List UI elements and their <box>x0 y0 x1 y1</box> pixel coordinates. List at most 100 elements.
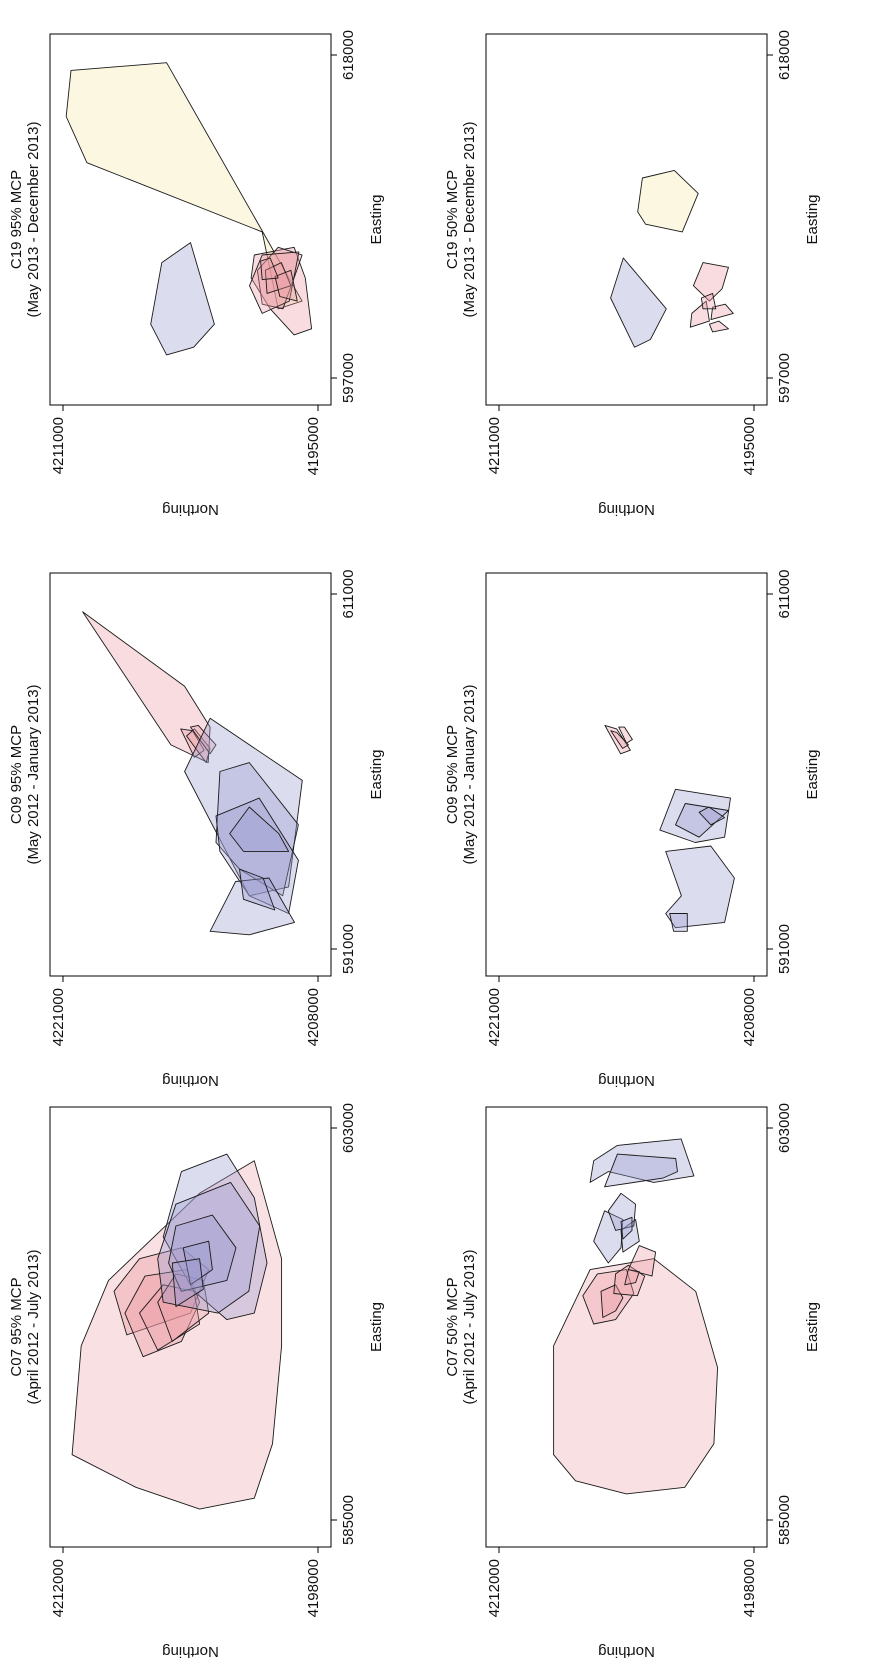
northing-tick-label: 4212000 <box>50 1559 67 1617</box>
mcp-polygon-red <box>610 730 629 749</box>
mcp-polygon-blue <box>229 806 290 852</box>
mcp-panel-1: 585000 603000 4212000 4198000 Easting Northin… <box>8 1103 385 1660</box>
mcp-polygon-blue <box>215 797 299 914</box>
mcp-polygon-red <box>708 320 729 333</box>
mcp-polygon-red <box>157 1273 210 1342</box>
easting-axis-label: Easting <box>804 749 821 799</box>
mcp-polygon-red <box>692 262 729 302</box>
mcp-polygon-red <box>190 724 217 755</box>
mcp-polygon-blue <box>698 806 726 826</box>
mcp-polygon-blue <box>239 868 276 911</box>
northing-tick-label: 4198000 <box>305 1559 322 1617</box>
mcp-polygon-red <box>710 303 734 321</box>
northing-tick-label: 4211000 <box>50 417 67 474</box>
easting-tick-label: 603000 <box>340 1103 357 1153</box>
mcp-polygon-blue <box>168 1214 237 1292</box>
northing-tick-label: 4195000 <box>741 417 758 475</box>
mcp-polygon-red <box>256 246 303 310</box>
panel-title: C19 50% MCP <box>444 170 461 269</box>
mcp-polygon-blue <box>593 1210 624 1264</box>
northing-axis-label: Northing <box>598 501 655 518</box>
northing-axis-label: Northing <box>598 1643 655 1660</box>
home-range-polygons <box>604 724 735 932</box>
mcp-panel-4: 585000 603000 4212000 4198000 Easting Northin… <box>444 1103 821 1660</box>
northing-tick-label: 4198000 <box>741 1559 758 1617</box>
mcp-polygon-blue <box>150 242 215 356</box>
plot-frame <box>485 1106 768 1548</box>
plot-frame <box>49 33 332 406</box>
mcp-polygon-red <box>582 1269 635 1325</box>
panel-title: C09 50% MCP <box>444 725 461 824</box>
home-range-polygons <box>610 169 734 348</box>
mcp-polygon-red <box>624 1269 640 1286</box>
mcp-polygon-red <box>274 269 298 302</box>
northing-axis-label: Northing <box>162 501 219 518</box>
mcp-polygon-blue <box>182 1240 213 1286</box>
easting-axis-label: Easting <box>368 749 385 799</box>
home-range-polygons <box>65 62 313 356</box>
mcp-panel-2: 591000 611000 4221000 4208000 Easting Northin… <box>8 570 385 1089</box>
easting-tick-label: 585000 <box>340 1495 357 1545</box>
mcp-polygon-blue <box>157 1181 261 1314</box>
mcp-polygon-red <box>82 611 211 764</box>
easting-tick-label: 618000 <box>776 30 793 80</box>
home-range-polygons <box>553 1138 719 1495</box>
panel-subtitle: (May 2012 - January 2013) <box>461 684 478 864</box>
mcp-polygon-blue <box>669 913 688 932</box>
mcp-polygon-blue <box>604 1153 678 1188</box>
mcp-polygon-red <box>627 1245 657 1277</box>
plot-frame <box>485 572 768 977</box>
panel-subtitle: (May 2012 - January 2013) <box>25 684 42 864</box>
plot-frame <box>49 572 332 977</box>
mcp-polygon-red <box>186 728 211 764</box>
northing-tick-label: 4195000 <box>305 417 322 475</box>
easting-tick-label: 591000 <box>776 924 793 974</box>
mcp-polygon-blue <box>607 1192 637 1231</box>
northing-tick-label: 4221000 <box>50 988 67 1046</box>
panel-subtitle: (May 2013 - December 2013) <box>461 122 478 318</box>
panel-title: C19 95% MCP <box>8 170 25 269</box>
easting-tick-label: 591000 <box>340 924 357 974</box>
northing-tick-label: 4211000 <box>486 417 503 474</box>
mcp-polygon-blue <box>620 1216 633 1240</box>
easting-tick-label: 597000 <box>776 353 793 403</box>
northing-tick-label: 4208000 <box>741 988 758 1046</box>
mcp-polygon-red <box>700 292 717 310</box>
mcp-polygon-blue <box>675 803 729 838</box>
mcp-polygon-yellow <box>637 169 699 233</box>
easting-axis-label: Easting <box>368 194 385 244</box>
plot-frame <box>485 33 768 406</box>
panel-subtitle: (May 2013 - December 2013) <box>25 122 42 318</box>
easting-tick-label: 611000 <box>340 570 357 619</box>
home-range-polygons <box>82 611 303 936</box>
easting-tick-label: 611000 <box>776 570 793 619</box>
northing-axis-label: Northing <box>162 1643 219 1660</box>
northing-tick-label: 4212000 <box>486 1559 503 1617</box>
easting-axis-label: Easting <box>804 194 821 244</box>
mcp-polygon-yellow <box>65 62 303 310</box>
northing-axis-label: Northing <box>598 1072 655 1089</box>
mcp-polygon-blue <box>589 1138 695 1183</box>
easting-axis-label: Easting <box>804 1302 821 1352</box>
panel-title: C07 50% MCP <box>444 1277 461 1376</box>
mcp-polygon-red <box>604 724 631 755</box>
mcp-polygon-blue <box>171 1258 204 1308</box>
easting-axis-label: Easting <box>368 1302 385 1352</box>
easting-tick-label: 585000 <box>776 1495 793 1545</box>
northing-tick-label: 4221000 <box>486 988 503 1046</box>
easting-tick-label: 597000 <box>340 353 357 403</box>
mcp-polygon-red <box>553 1258 719 1495</box>
panel-subtitle: (April 2012 - July 2013) <box>25 1249 42 1404</box>
mcp-polygon-blue <box>659 788 731 843</box>
mcp-polygon-blue <box>610 257 667 348</box>
mcp-polygon-red <box>71 1160 283 1510</box>
mcp-polygon-red <box>613 1264 646 1297</box>
home-range-polygons <box>71 1153 283 1510</box>
mcp-polygon-red <box>618 726 633 744</box>
mcp-polygon-blue <box>665 845 735 929</box>
plot-frame <box>49 1106 332 1548</box>
mcp-polygon-red <box>600 1284 624 1318</box>
mcp-panel-6: 597000 618000 4211000 4195000 Easting Northin… <box>444 30 821 518</box>
mcp-panel-5: 591000 611000 4221000 4208000 Easting Northin… <box>444 570 821 1089</box>
